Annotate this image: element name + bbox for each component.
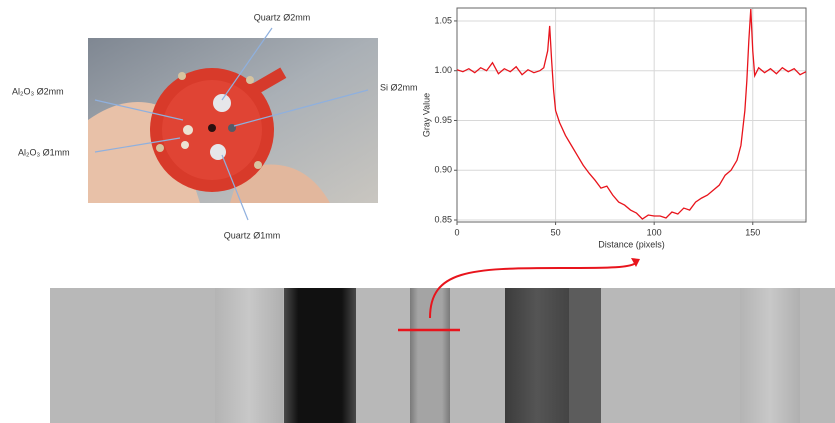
- arrow-head: [631, 258, 640, 267]
- data-line: [456, 8, 807, 220]
- photo: [88, 38, 378, 203]
- photo-label: Al₂O₃ Ø1mm: [18, 147, 70, 157]
- leader-line: [94, 99, 184, 121]
- x-tick-label: 0: [454, 227, 459, 237]
- y-tick-label: 1.00: [434, 65, 452, 75]
- leader-line: [221, 154, 249, 221]
- leader-line: [233, 89, 369, 127]
- x-tick-label: 50: [551, 227, 561, 237]
- photo-label: Quartz Ø1mm: [224, 230, 281, 240]
- y-tick-label: 0.90: [434, 165, 452, 175]
- photo-label: Al₂O₃ Ø2mm: [12, 86, 64, 96]
- line-chart: 0 50 100 150 0.85 0.90 0.95 1.00 1.05 Distance (p…: [421, 7, 807, 249]
- x-tick-label: 100: [647, 227, 662, 237]
- xray-image: [50, 288, 835, 423]
- y-tick-label: 1.05: [434, 15, 452, 25]
- leader-line: [94, 137, 181, 153]
- plot-frame: [456, 7, 807, 223]
- y-tick-label: 0.85: [434, 214, 452, 224]
- x-tick-label: 150: [745, 227, 760, 237]
- y-tick-label: 0.95: [434, 115, 452, 125]
- leader-line: [221, 27, 273, 101]
- y-axis-label: Gray Value: [421, 93, 431, 137]
- arrow: [429, 261, 638, 319]
- photo-label: Quartz Ø2mm: [254, 12, 311, 22]
- x-axis-label: Distance (pixels): [598, 239, 665, 249]
- photo-label: Si Ø2mm: [380, 82, 418, 92]
